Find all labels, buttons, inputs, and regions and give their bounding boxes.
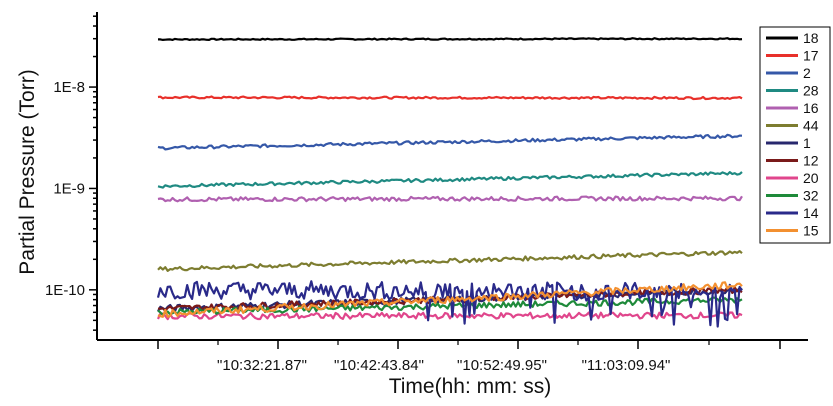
legend-label: 14 — [803, 205, 819, 221]
series-line-20 — [156, 311, 743, 321]
legend-label: 28 — [803, 83, 819, 99]
series-line-14 — [156, 280, 743, 328]
legend-label: 15 — [803, 223, 819, 239]
x-tick-label: "10:42:43.84" — [334, 357, 424, 374]
y-axis-title: Partial Pressure (Torr) — [16, 69, 39, 274]
legend-box — [759, 26, 831, 244]
y-axis-ticks: 1E-10 1E-9 1E-8 — [45, 15, 97, 331]
series-layer — [156, 37, 743, 328]
x-axis-title: Time(hh: mm: ss) — [389, 375, 552, 398]
x-tick-label: "11:03:09.94" — [582, 357, 671, 374]
series-line-15 — [157, 281, 743, 318]
series-line-17 — [157, 95, 743, 101]
series-line-28 — [157, 171, 743, 189]
x-tick-label: "10:52:49.95" — [457, 357, 547, 374]
legend-label: 44 — [803, 118, 819, 134]
plot-frame — [96, 12, 808, 341]
legend-label: 18 — [803, 30, 819, 46]
series-line-16 — [157, 195, 743, 203]
x-axis-ticks: "10:32:21.87" "10:42:43.84" "10:52:49.95" "… — [157, 340, 781, 374]
x-tick-label: "10:32:21.87" — [217, 357, 307, 374]
series-line-18 — [158, 37, 743, 42]
legend-label: 2 — [803, 65, 811, 81]
series-line-2 — [157, 133, 743, 151]
legend-label: 1 — [803, 135, 811, 151]
y-tick-label: 1E-8 — [53, 79, 85, 96]
legend-label: 17 — [803, 48, 819, 64]
legend-label: 12 — [803, 153, 819, 169]
y-tick-label: 1E-9 — [53, 180, 85, 197]
legend-label: 32 — [803, 188, 819, 204]
y-tick-label: 1E-10 — [45, 282, 85, 299]
legend-label: 20 — [803, 170, 819, 186]
series-line-44 — [157, 250, 743, 272]
legend-label: 16 — [803, 100, 819, 116]
